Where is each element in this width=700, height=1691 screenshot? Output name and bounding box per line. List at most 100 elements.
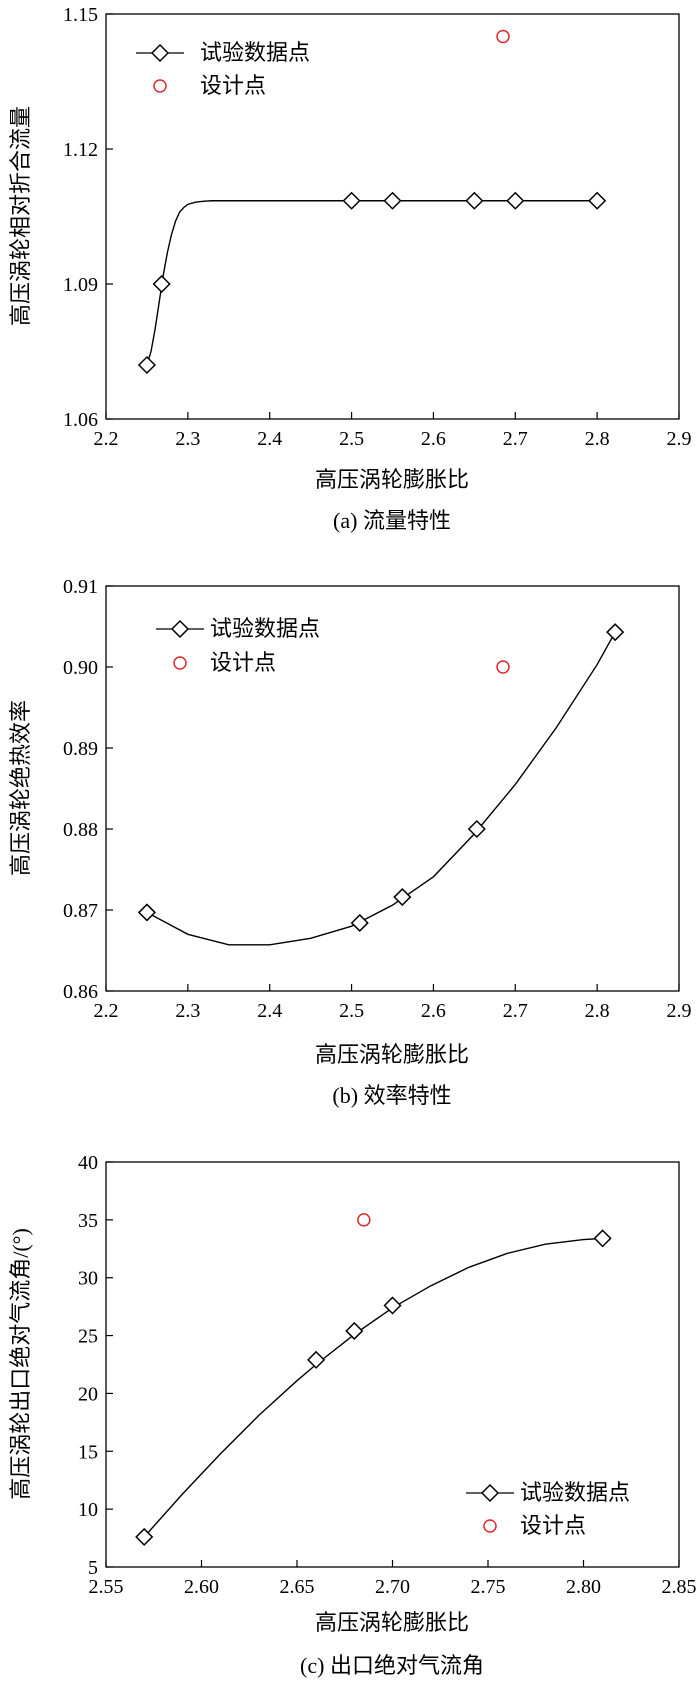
data-point-diamond — [383, 191, 402, 210]
data-markers — [137, 29, 607, 375]
y-tick-label: 0.89 — [63, 738, 98, 760]
y-tick-label: 15 — [78, 1441, 98, 1463]
x-axis-ticks: 2.2 2.3 2.4 2.5 2.6 2.7 2.8 2.9 — [94, 984, 692, 1022]
plot-frame — [105, 585, 680, 992]
x-tick-label: 2.9 — [667, 428, 692, 450]
design-point-circle — [496, 29, 510, 44]
series-curve — [146, 631, 616, 946]
data-point-diamond — [345, 1321, 364, 1341]
y-tick-label: 20 — [78, 1383, 98, 1405]
data-point-diamond — [350, 913, 369, 933]
y-tick-label: 1.15 — [63, 4, 98, 26]
legend-label-design-point: 设计点 — [520, 1513, 586, 1538]
x-tick-label: 2.7 — [503, 428, 528, 450]
data-point-diamond — [307, 1350, 326, 1369]
x-tick-label: 2.55 — [89, 1576, 124, 1598]
panel-b: 2.2 2.3 2.4 2.5 2.6 2.7 2.8 2.9 0.860.870.880.8… — [8, 576, 692, 1108]
data-point-diamond — [588, 191, 607, 210]
plot-frame — [105, 13, 680, 420]
legend-circle-icon — [153, 79, 167, 93]
x-tick-label: 2.2 — [94, 428, 119, 450]
y-tick-label: 0.88 — [63, 819, 98, 841]
x-tick-label: 2.8 — [585, 428, 610, 450]
x-tick-label: 2.5 — [339, 428, 364, 450]
x-axis-ticks: 2.55 2.60 2.65 2.70 2.75 2.80 2.85 — [89, 1560, 697, 1598]
data-point-diamond — [606, 623, 625, 642]
y-tick-label: 0.90 — [63, 657, 98, 679]
x-tick-label: 2.9 — [667, 1000, 692, 1022]
y-axis-label: 高压涡轮绝热效率 — [8, 700, 33, 876]
x-tick-label: 2.3 — [175, 1000, 200, 1022]
data-point-diamond — [393, 887, 412, 907]
legend-diamond-icon — [150, 43, 170, 63]
legend: 试验数据点 设计点 — [466, 1480, 630, 1538]
y-tick-label: 5 — [88, 1557, 98, 1579]
panel-c: 2.55 2.60 2.65 2.70 2.75 2.80 2.85 5 10 15 20 25 30… — [8, 1152, 697, 1678]
x-tick-label: 2.5 — [339, 1000, 364, 1022]
data-point-diamond — [467, 819, 486, 839]
fitted-curves — [146, 200, 598, 366]
caption-a: (a) 流量特性 — [333, 508, 451, 533]
x-axis-label: 高压涡轮膨胀比 — [315, 1042, 469, 1067]
legend-label-design-point: 设计点 — [200, 73, 266, 98]
x-tick-label: 2.65 — [280, 1576, 315, 1598]
x-tick-label: 2.6 — [421, 428, 446, 450]
x-tick-label: 2.8 — [585, 1000, 610, 1022]
x-tick-label: 2.80 — [566, 1576, 601, 1598]
x-tick-label: 2.75 — [471, 1576, 506, 1598]
data-point-diamond — [465, 191, 484, 210]
x-tick-label: 2.4 — [257, 1000, 282, 1022]
fitted-curves — [146, 631, 616, 946]
x-tick-label: 2.70 — [375, 1576, 410, 1598]
data-point-diamond — [137, 355, 156, 375]
panel-a: 2.2 2.3 2.4 2.5 2.6 2.7 2.8 2.9 1.06 1.09 1.12 1.1… — [8, 4, 692, 533]
y-axis-label: 高压涡轮出口绝对气流角/(°) — [8, 1228, 33, 1500]
series-curve — [146, 200, 598, 366]
legend: 试验数据点 设计点 — [136, 40, 310, 98]
legend-diamond-icon — [480, 1483, 500, 1503]
legend-circle-icon — [483, 1519, 497, 1533]
data-point-diamond — [137, 903, 156, 922]
y-axis-ticks: 0.86 0.87 0.88 0.89 0.90 0.91 — [63, 576, 113, 1003]
x-tick-label: 2.6 — [421, 1000, 446, 1022]
y-tick-label: 1.06 — [63, 409, 98, 431]
y-tick-label: 25 — [78, 1326, 98, 1348]
y-tick-label: 0.91 — [63, 576, 98, 598]
data-markers — [135, 1213, 612, 1546]
y-tick-label: 30 — [78, 1268, 98, 1290]
legend-label-design-point: 设计点 — [210, 650, 276, 675]
x-tick-label: 2.4 — [257, 428, 282, 450]
y-tick-label: 40 — [78, 1152, 98, 1174]
x-tick-label: 2.7 — [503, 1000, 528, 1022]
caption-b: (b) 效率特性 — [332, 1083, 451, 1108]
data-point-diamond — [152, 274, 171, 294]
y-tick-label: 0.86 — [63, 981, 98, 1003]
x-axis-label: 高压涡轮膨胀比 — [315, 467, 469, 492]
fitted-curves — [143, 1237, 603, 1538]
x-tick-label: 2.3 — [175, 428, 200, 450]
data-point-diamond — [342, 191, 361, 210]
legend-circle-icon — [173, 656, 187, 670]
legend-label-test-points: 试验数据点 — [520, 1480, 630, 1505]
series-curve — [143, 1237, 603, 1538]
caption-c: (c) 出口绝对气流角 — [300, 1653, 484, 1678]
x-axis-ticks: 2.2 2.3 2.4 2.5 2.6 2.7 2.8 2.9 — [94, 412, 692, 450]
y-axis-label: 高压涡轮相对折合流量 — [8, 106, 33, 326]
x-tick-label: 2.85 — [662, 1576, 697, 1598]
legend-label-test-points: 试验数据点 — [210, 616, 320, 641]
y-tick-label: 0.87 — [63, 900, 98, 922]
plot-frame — [105, 1161, 680, 1568]
y-tick-label: 10 — [78, 1499, 98, 1521]
y-axis-ticks: 5 10 15 20 25 30 35 40 — [78, 1152, 113, 1579]
data-point-diamond — [383, 1296, 402, 1315]
x-tick-label: 2.60 — [184, 1576, 219, 1598]
legend-diamond-icon — [170, 619, 190, 639]
y-tick-label: 1.09 — [63, 274, 98, 296]
design-point-circle — [357, 1213, 371, 1227]
y-tick-label: 35 — [78, 1210, 98, 1232]
data-point-diamond — [593, 1229, 612, 1248]
x-tick-label: 2.2 — [94, 1000, 119, 1022]
data-point-diamond — [506, 191, 525, 210]
data-point-diamond — [135, 1527, 154, 1546]
